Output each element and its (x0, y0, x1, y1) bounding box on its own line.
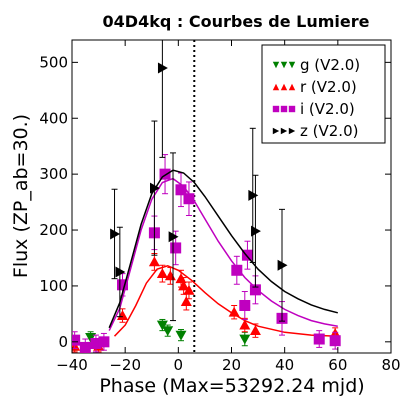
y-tick-label: 300 (39, 165, 68, 183)
y-tick-label: 500 (39, 53, 68, 71)
model-curve-z (108, 169, 338, 329)
x-tick-label: 80 (381, 356, 400, 374)
data-point-i (249, 284, 261, 296)
data-point-r (117, 310, 129, 320)
x-tick-label: −20 (109, 356, 141, 374)
model-curve-r (113, 265, 338, 337)
data-point-r (249, 325, 261, 336)
legend-marker-g (272, 61, 280, 69)
legend-marker-r (288, 83, 296, 91)
legend: g (V2.0) r (V2.0) i (V2.0) z (V2.0) (261, 44, 386, 144)
legend-marker-g (288, 61, 296, 69)
data-point-z (150, 182, 160, 194)
x-tick-label: 40 (275, 356, 294, 374)
data-point-r (156, 268, 168, 279)
x-tick-label: 20 (222, 356, 241, 374)
data-point-r (228, 306, 240, 317)
data-point-r (148, 256, 160, 267)
data-point-g (156, 320, 168, 331)
data-point-i (72, 334, 81, 346)
y-tick-label: 100 (39, 277, 68, 295)
data-point-i (159, 168, 171, 180)
data-point-i (90, 337, 102, 349)
data-point-i (170, 242, 182, 254)
legend-marker-z (280, 127, 288, 135)
legend-marker-z (272, 127, 280, 135)
data-point-i (313, 333, 325, 345)
legend-label-i: i (V2.0) (300, 100, 355, 118)
x-tick-label: 60 (328, 356, 347, 374)
data-point-g (175, 330, 187, 341)
legend-label-g: g (V2.0) (300, 56, 360, 74)
x-tick-label: −40 (56, 356, 88, 374)
chart-title: 04D4kq : Courbes de Lumiere (103, 12, 370, 31)
legend-box (261, 44, 386, 144)
data-point-r (183, 284, 195, 295)
model-curve-i (108, 177, 338, 331)
data-point-i (241, 249, 253, 261)
data-point-i (329, 335, 341, 347)
legend-marker-i (288, 105, 296, 113)
data-point-i (79, 341, 91, 353)
data-point-z (110, 228, 121, 240)
data-point-r (239, 319, 251, 330)
data-point-z (157, 62, 168, 74)
legend-marker-r (280, 83, 288, 91)
plot-layer (72, 40, 341, 353)
data-point-r (178, 280, 190, 291)
data-point-i (231, 264, 243, 276)
legend-marker-r (272, 83, 280, 91)
data-point-z (251, 225, 261, 237)
y-tick-label: 0 (58, 333, 68, 351)
data-point-z (115, 266, 126, 278)
data-point-i (98, 336, 110, 348)
data-point-z (277, 259, 288, 271)
data-point-i (117, 279, 129, 291)
x-axis-title: Phase (Max=53292.24 mjd) (99, 375, 364, 397)
legend-label-r: r (V2.0) (300, 78, 357, 96)
legend-marker-i (272, 105, 280, 113)
legend-marker-g (280, 61, 288, 69)
legend-marker-z (288, 127, 296, 135)
legend-marker-i (280, 105, 288, 113)
data-point-i (175, 184, 187, 196)
data-point-i (239, 299, 251, 311)
y-axis-title: Flux (ZP_ab=30.) (10, 114, 32, 278)
data-point-r (180, 296, 192, 306)
x-tick-label: 0 (174, 356, 184, 374)
data-point-i (183, 193, 195, 205)
data-point-z (168, 231, 179, 243)
y-tick-label: 200 (39, 221, 68, 239)
data-point-z (248, 189, 259, 201)
tick-layer: −40 −20 0 20 40 60 80 0 100 200 300 400 500 (39, 40, 400, 374)
data-point-g (239, 334, 251, 345)
y-tick-label: 400 (39, 109, 68, 127)
data-point-g (162, 326, 174, 337)
legend-label-z: z (V2.0) (300, 122, 358, 140)
